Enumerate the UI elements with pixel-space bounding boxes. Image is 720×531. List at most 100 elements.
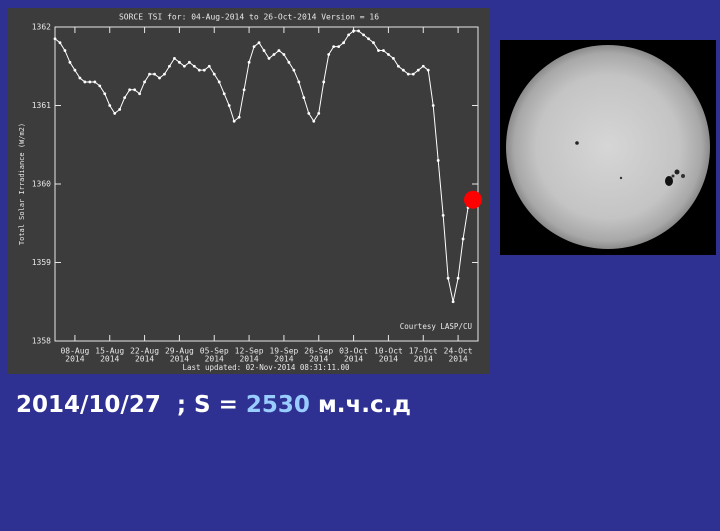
data-point [93,81,96,84]
y-tick-label: 1361 [32,101,51,110]
data-point [362,33,365,36]
data-point [148,73,151,76]
data-point [292,69,295,72]
sunspot [575,141,579,145]
data-point [238,116,241,119]
data-point [452,300,455,303]
x-tick-label: 2014 [448,355,467,364]
x-tick-label: 2014 [414,355,433,364]
data-point [158,77,161,80]
data-point [108,104,111,107]
caption: 2014/10/27 ; S = 2530 м.ч.с.д [16,392,411,418]
data-point [442,214,445,217]
data-point [243,88,246,91]
x-tick-label: 2014 [65,355,84,364]
data-point [412,73,415,76]
caption-date: 2014/10/27 [16,392,161,418]
data-point [64,49,67,52]
data-point [78,77,81,80]
data-point [377,49,380,52]
data-point [173,57,176,60]
data-point [69,61,72,64]
x-tick-label: 2014 [274,355,293,364]
sunspot [620,177,622,179]
updated-note: Last updated: 02-Nov-2014 08:31:11.00 [182,363,350,372]
y-tick-label: 1358 [32,337,51,346]
data-point [188,61,191,64]
data-point [88,81,91,84]
data-point [118,108,121,111]
data-point [287,61,290,64]
x-tick-label: 2014 [309,355,328,364]
data-point [432,104,435,107]
current-marker [464,191,482,209]
data-point [357,30,360,33]
caption-label: ; S = [177,392,238,418]
data-point [342,41,345,44]
sunspot [672,175,675,178]
data-point [302,96,305,99]
data-point [278,49,281,52]
data-point [183,65,186,68]
data-point [248,61,251,64]
x-tick-label: 2014 [135,355,154,364]
data-point [123,96,126,99]
data-point [447,277,450,280]
data-point [98,84,101,87]
data-point [322,81,325,84]
data-point [427,69,430,72]
data-point [387,53,390,56]
data-point [367,37,370,40]
data-point [457,277,460,280]
data-point [163,73,166,76]
data-point [352,30,355,33]
x-tick-label: 2014 [344,355,363,364]
caption-value: 2530 [246,392,310,418]
data-point [103,92,106,95]
data-point [437,159,440,162]
data-point [203,69,206,72]
data-point [213,73,216,76]
y-tick-label: 1362 [32,23,51,32]
data-point [312,120,315,123]
x-tick-label: 2014 [205,355,224,364]
x-tick-label: 2014 [239,355,258,364]
data-point [218,81,221,84]
data-point [198,69,201,72]
data-point [258,41,261,44]
data-point [54,37,57,40]
data-point [462,238,465,241]
data-point [263,49,266,52]
data-point [153,73,156,76]
x-tick-label: 2014 [379,355,398,364]
y-axis-label: Total Solar Irradiance (W/m2) [18,123,26,245]
data-point [83,81,86,84]
sun-disc [506,45,710,249]
x-tick-label: 2014 [100,355,119,364]
chart: SORCE TSI for: 04-Aug-2014 to 26-Oct-201… [0,0,720,531]
data-point [223,92,226,95]
data-point [128,88,131,91]
data-point [332,45,335,48]
sunspot [681,174,685,178]
credit: Courtesy LASP/CU [400,322,472,331]
data-point [143,81,146,84]
data-point [397,65,400,68]
data-point [337,45,340,48]
data-point [113,112,116,115]
data-point [372,41,375,44]
data-point [138,92,141,95]
data-point [382,49,385,52]
caption-unit: м.ч.с.д [318,392,411,418]
data-point [59,41,62,44]
data-point [253,45,256,48]
data-point [307,112,310,115]
y-tick-label: 1359 [32,258,51,267]
data-point [297,81,300,84]
data-point [317,112,320,115]
data-point [402,69,405,72]
data-point [273,53,276,56]
data-point [347,33,350,36]
data-point [327,53,330,56]
data-point [228,104,231,107]
